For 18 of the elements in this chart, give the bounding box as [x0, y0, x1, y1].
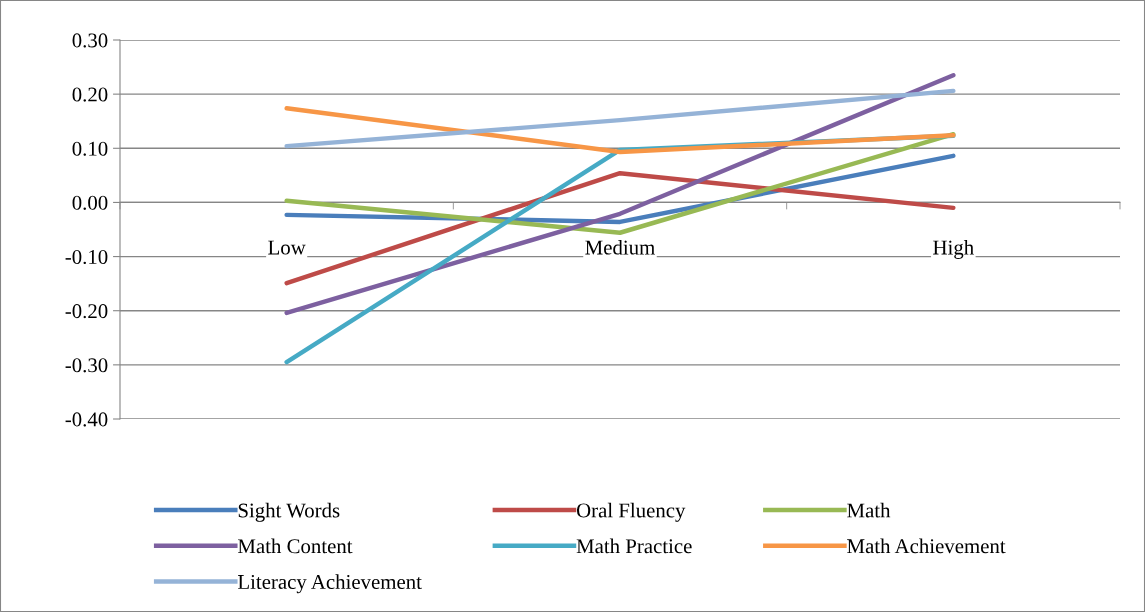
- y-tick-label: 0.10: [72, 141, 108, 156]
- legend-label: Math: [847, 502, 891, 518]
- y-tick-label: 0.30: [72, 33, 108, 48]
- legend-label: Sight Words: [238, 502, 340, 522]
- legend-label: Math Achievement: [847, 538, 1006, 554]
- x-tick-label: High: [933, 239, 974, 259]
- y-tick-label: -0.10: [65, 249, 108, 265]
- y-tick-label: 0.00: [72, 195, 108, 210]
- legend-label: Math Practice: [576, 538, 692, 554]
- y-tick-label: -0.20: [65, 304, 108, 319]
- x-tick-label: Low: [268, 240, 306, 255]
- y-tick-label: 0.20: [72, 87, 108, 102]
- y-tick-label: -0.40: [65, 412, 108, 427]
- legend-label: Oral Fluency: [576, 502, 686, 522]
- y-tick-label: -0.30: [65, 358, 108, 373]
- legend-label: Literacy Achievement: [238, 574, 422, 594]
- legend-label: Math Content: [238, 538, 353, 554]
- x-tick-label: Medium: [585, 239, 655, 255]
